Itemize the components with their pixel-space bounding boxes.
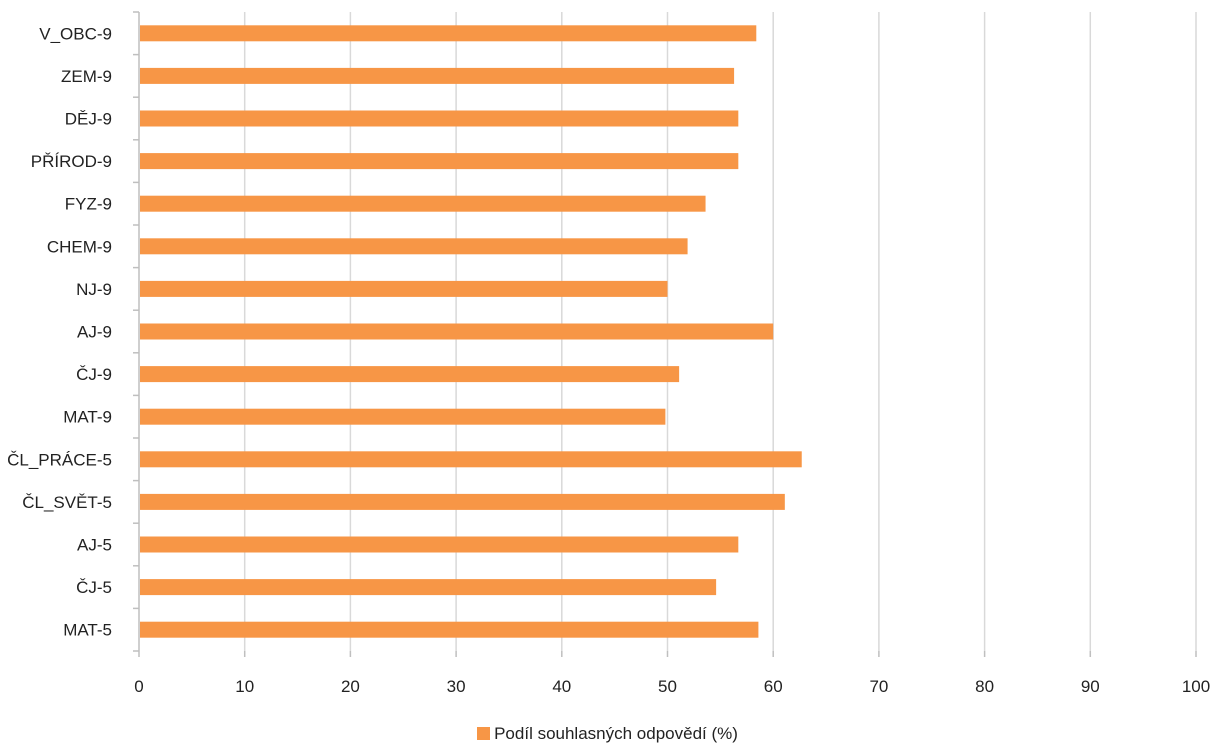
category-label: V_OBC-9 [39, 24, 112, 43]
x-tick-label: 90 [1081, 677, 1100, 696]
bar [140, 25, 757, 42]
category-label: ZEM-9 [61, 67, 112, 86]
bar [140, 451, 802, 468]
bar [140, 366, 680, 383]
bar [140, 280, 668, 297]
bar [140, 408, 666, 425]
category-label: FYZ-9 [65, 195, 112, 214]
bar [140, 579, 717, 596]
category-label: PŘÍROD-9 [31, 152, 112, 171]
x-tick-label: 50 [658, 677, 677, 696]
bar [140, 153, 739, 170]
category-label: MAT-5 [63, 621, 112, 640]
x-tick-label: 10 [235, 677, 254, 696]
x-tick-label: 30 [447, 677, 466, 696]
bar [140, 493, 785, 510]
category-label: CHEM-9 [47, 237, 112, 256]
category-label: MAT-9 [63, 408, 112, 427]
bars [140, 25, 802, 638]
category-label: ČL_PRÁCE-5 [7, 450, 112, 469]
category-labels: MAT-5 ČJ-5 AJ-5 ČL_SVĚT-5 ČL_PRÁCE-5 MAT-9 ČJ-… [7, 24, 112, 639]
legend: Podíl souhlasných odpovědí (%) [0, 724, 1215, 744]
bar [140, 536, 739, 553]
x-tick-label: 60 [764, 677, 783, 696]
bar [140, 110, 739, 127]
bar [140, 67, 735, 84]
x-tick-label: 40 [552, 677, 571, 696]
category-label: ČL_SVĚT-5 [22, 493, 112, 512]
x-tick-label: 0 [134, 677, 143, 696]
category-label: NJ-9 [76, 280, 112, 299]
x-tick-label: 20 [341, 677, 360, 696]
bar [140, 195, 706, 212]
category-label: AJ-9 [77, 323, 112, 342]
category-label: DĚJ-9 [65, 110, 112, 129]
x-tick-label: 70 [869, 677, 888, 696]
legend-label: Podíl souhlasných odpovědí (%) [494, 724, 738, 743]
bar [140, 621, 759, 638]
category-label: ČJ-5 [76, 578, 112, 597]
axes [133, 11, 1197, 657]
x-tick-label: 80 [975, 677, 994, 696]
x-tick-labels: 0 10 20 30 40 50 60 70 80 90 100 [134, 677, 1210, 696]
legend-swatch [477, 727, 491, 740]
category-label: ČJ-9 [76, 365, 112, 384]
x-tick-label: 100 [1182, 677, 1210, 696]
category-label: AJ-5 [77, 536, 112, 555]
bar [140, 238, 688, 255]
bar [140, 323, 774, 340]
